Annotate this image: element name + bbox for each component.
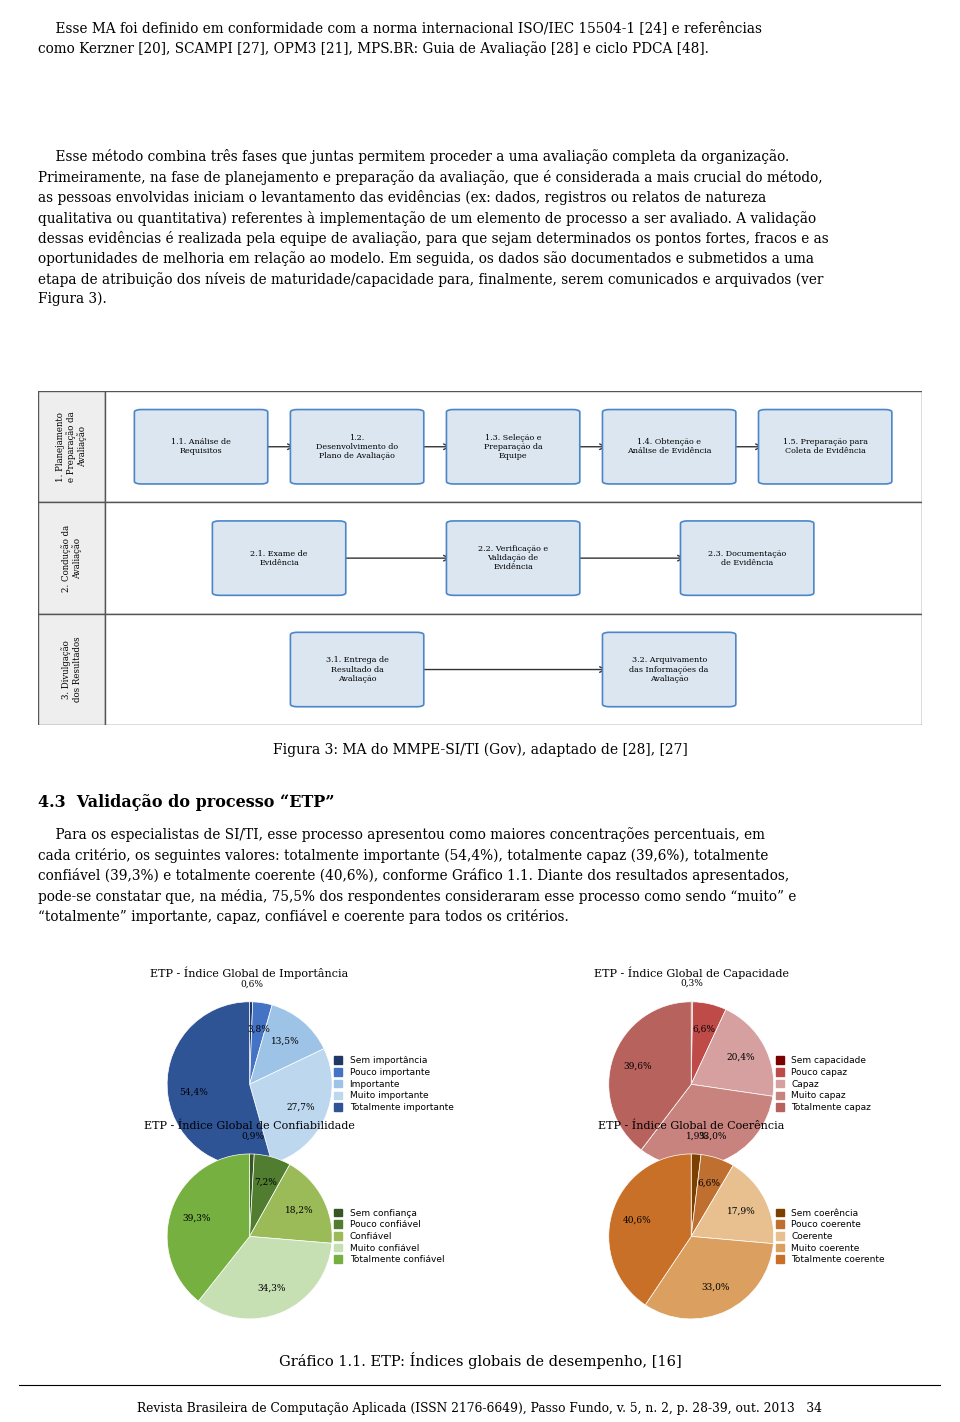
Legend: Sem coerência, Pouco coerente, Coerente, Muito coerente, Totalmente coerente: Sem coerência, Pouco coerente, Coerente,… (774, 1207, 887, 1266)
Text: Figura 3: MA do MMPE-SI/TI (Gov), adaptado de [28], [27]: Figura 3: MA do MMPE-SI/TI (Gov), adapta… (273, 742, 687, 758)
FancyBboxPatch shape (134, 410, 268, 483)
Text: 13,5%: 13,5% (272, 1037, 300, 1047)
Text: 0,3%: 0,3% (681, 980, 704, 988)
Text: 3.2. Arquivamento
das Informações da
Avaliação: 3.2. Arquivamento das Informações da Ava… (630, 657, 708, 683)
Text: 20,4%: 20,4% (726, 1054, 755, 1062)
Text: 33,0%: 33,0% (701, 1283, 730, 1291)
Wedge shape (645, 1236, 774, 1318)
Text: 2. Condução da
Avaliação: 2. Condução da Avaliação (61, 525, 82, 592)
FancyBboxPatch shape (446, 520, 580, 596)
Text: 54,4%: 54,4% (180, 1088, 208, 1096)
Wedge shape (199, 1236, 332, 1318)
Legend: Sem confiança, Pouco confiável, Confiável, Muito confiável, Totalmente confiável: Sem confiança, Pouco confiável, Confiáve… (332, 1207, 446, 1266)
Wedge shape (167, 1001, 272, 1166)
Text: 34,3%: 34,3% (257, 1284, 286, 1293)
Text: 2.3. Documentação
de Evidência: 2.3. Documentação de Evidência (708, 549, 786, 567)
Text: 3.1. Entrega de
Resultado da
Avaliação: 3.1. Entrega de Resultado da Avaliação (325, 657, 389, 683)
Wedge shape (250, 1155, 290, 1236)
Text: Esse método combina três fases que juntas permitem proceder a uma avaliação comp: Esse método combina três fases que junta… (38, 149, 829, 306)
Wedge shape (250, 1048, 332, 1163)
Bar (38, 614, 105, 725)
Text: 39,3%: 39,3% (182, 1213, 211, 1223)
Wedge shape (250, 1003, 272, 1084)
Title: ETP - Índice Global de Importância: ETP - Índice Global de Importância (151, 967, 348, 978)
Title: ETP - Índice Global de Capacidade: ETP - Índice Global de Capacidade (593, 967, 789, 978)
Text: 1,9%: 1,9% (685, 1132, 708, 1140)
Text: 1.2.
Desenvolvimento do
Plano de Avaliação: 1.2. Desenvolvimento do Plano de Avaliaç… (316, 434, 398, 459)
Text: 1.5. Preparação para
Coleta de Evidência: 1.5. Preparação para Coleta de Evidência (782, 438, 868, 455)
Wedge shape (691, 1155, 701, 1236)
Text: 18,2%: 18,2% (285, 1206, 313, 1214)
Wedge shape (167, 1155, 250, 1301)
Wedge shape (609, 1001, 691, 1150)
Bar (105, 502, 922, 614)
Bar (105, 391, 922, 502)
FancyBboxPatch shape (603, 633, 735, 707)
Text: 1. Planejamento
e Preparação da
Avaliação: 1. Planejamento e Preparação da Avaliaçã… (56, 411, 87, 482)
Wedge shape (691, 1001, 693, 1084)
FancyBboxPatch shape (291, 410, 423, 483)
Wedge shape (691, 1010, 774, 1096)
Text: 6,6%: 6,6% (698, 1179, 721, 1187)
Text: 33,0%: 33,0% (698, 1132, 727, 1140)
Wedge shape (641, 1084, 773, 1166)
Text: Gráfico 1.1. ETP: Índices globais de desempenho, [16]: Gráfico 1.1. ETP: Índices globais de des… (278, 1352, 682, 1369)
Text: 39,6%: 39,6% (624, 1062, 653, 1071)
Text: 6,6%: 6,6% (692, 1025, 715, 1034)
Wedge shape (691, 1003, 726, 1084)
Text: 1.1. Análise de
Requisitos: 1.1. Análise de Requisitos (171, 438, 231, 455)
FancyBboxPatch shape (212, 520, 346, 596)
Wedge shape (250, 1165, 332, 1243)
Wedge shape (691, 1166, 774, 1244)
FancyBboxPatch shape (446, 410, 580, 483)
Legend: Sem capacidade, Pouco capaz, Capaz, Muito capaz, Totalmente capaz: Sem capacidade, Pouco capaz, Capaz, Muit… (774, 1055, 873, 1113)
Text: 40,6%: 40,6% (623, 1216, 652, 1224)
FancyBboxPatch shape (681, 520, 814, 596)
Text: Revista Brasileira de Computação Aplicada (ISSN 2176-6649), Passo Fundo, v. 5, n: Revista Brasileira de Computação Aplicad… (137, 1402, 823, 1415)
Wedge shape (691, 1155, 733, 1236)
Bar (38, 502, 105, 614)
Text: 0,9%: 0,9% (241, 1132, 264, 1140)
Bar (105, 614, 922, 725)
Title: ETP - Índice Global de Confiabilidade: ETP - Índice Global de Confiabilidade (144, 1121, 355, 1130)
Text: 0,6%: 0,6% (240, 980, 263, 988)
Bar (38, 391, 105, 502)
Text: 17,9%: 17,9% (727, 1206, 756, 1216)
Title: ETP - Índice Global de Coerência: ETP - Índice Global de Coerência (598, 1121, 784, 1130)
Text: Esse MA foi definido em conformidade com a norma internacional ISO/IEC 15504-1 [: Esse MA foi definido em conformidade com… (38, 21, 762, 55)
Text: 4.3  Validação do processo “ETP”: 4.3 Validação do processo “ETP” (38, 795, 335, 811)
Legend: Sem importância, Pouco importante, Importante, Muito importante, Totalmente impo: Sem importância, Pouco importante, Impor… (332, 1055, 455, 1113)
Text: 1.3. Seleção e
Preparação da
Equipe: 1.3. Seleção e Preparação da Equipe (484, 434, 542, 459)
Text: Para os especialistas de SI/TI, esse processo apresentou como maiores concentraç: Para os especialistas de SI/TI, esse pro… (38, 828, 797, 924)
Text: 27,7%: 27,7% (286, 1103, 315, 1112)
Text: 7,2%: 7,2% (253, 1177, 276, 1187)
Wedge shape (609, 1155, 691, 1305)
Text: 3. Divulgação
dos Resultados: 3. Divulgação dos Resultados (61, 637, 82, 702)
FancyBboxPatch shape (758, 410, 892, 483)
Wedge shape (250, 1005, 324, 1084)
Text: 2.2. Verificação e
Validação de
Evidência: 2.2. Verificação e Validação de Evidênci… (478, 545, 548, 572)
Wedge shape (250, 1001, 252, 1084)
FancyBboxPatch shape (291, 633, 423, 707)
Text: 1.4. Obtenção e
Análise de Evidência: 1.4. Obtenção e Análise de Evidência (627, 438, 711, 455)
Text: 2.1. Exame de
Evidência: 2.1. Exame de Evidência (251, 549, 308, 567)
Wedge shape (250, 1155, 254, 1236)
FancyBboxPatch shape (603, 410, 735, 483)
Text: 3,8%: 3,8% (247, 1024, 270, 1034)
